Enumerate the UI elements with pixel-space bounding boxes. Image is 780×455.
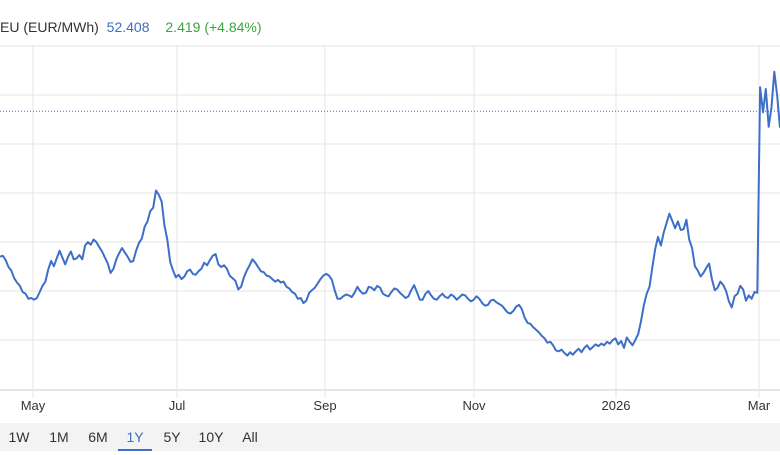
range-button-1w[interactable]: 1W	[8, 429, 30, 445]
price-series-line	[0, 70, 780, 357]
x-tick-label: May	[21, 398, 46, 413]
x-tick-label: 2026	[602, 398, 631, 413]
x-tick-label: Mar	[748, 398, 771, 413]
range-button-6m[interactable]: 6M	[88, 429, 108, 445]
range-button-1y[interactable]: 1Y	[118, 423, 152, 451]
range-selector: 1W 1M 6M 1Y 5Y 10Y All	[0, 423, 780, 451]
price-header: EU (EUR/MWh) 52.408 2.419 (+4.84%)	[0, 18, 262, 36]
x-tick-label: Nov	[462, 398, 486, 413]
chart-grid	[0, 45, 780, 398]
instrument-label: EU (EUR/MWh)	[0, 19, 99, 35]
current-price: 52.408	[106, 19, 150, 35]
price-chart: May Jul Sep Nov 2026 Mar	[0, 45, 780, 413]
x-axis-ticks: May Jul Sep Nov 2026 Mar	[21, 398, 771, 413]
range-button-10y[interactable]: 10Y	[198, 429, 224, 445]
x-tick-label: Sep	[313, 398, 336, 413]
range-button-5y[interactable]: 5Y	[163, 429, 181, 445]
range-button-all[interactable]: All	[242, 429, 258, 445]
x-tick-label: Jul	[169, 398, 186, 413]
range-button-1m[interactable]: 1M	[49, 429, 69, 445]
price-change: 2.419 (+4.84%)	[165, 19, 262, 35]
